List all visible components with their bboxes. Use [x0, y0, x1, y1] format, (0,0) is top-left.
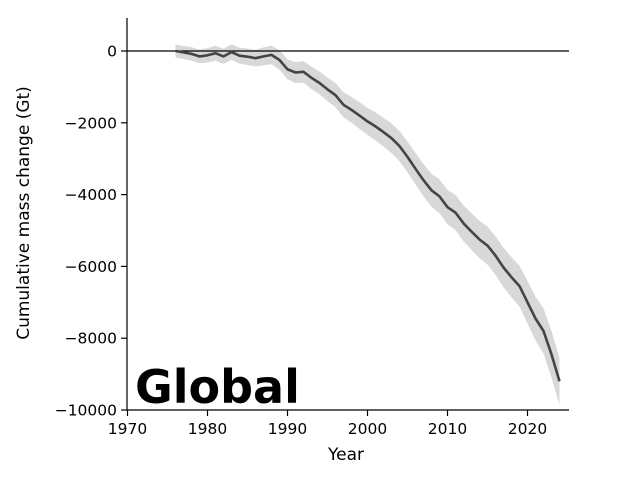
y-tick-label: −8000: [65, 330, 117, 348]
y-axis-label: Cumulative mass change (Gt): [14, 86, 34, 340]
y-tick-label: −10000: [55, 402, 117, 420]
x-tick-label: 2010: [428, 420, 467, 438]
y-tick-label: −2000: [65, 114, 117, 132]
x-tick-label: 2020: [508, 420, 547, 438]
y-tick-label: −4000: [65, 186, 117, 204]
region-label: Global: [135, 360, 300, 414]
x-tick-label: 2000: [348, 420, 387, 438]
x-tick-label: 1980: [188, 420, 227, 438]
x-tick-label: 1990: [268, 420, 307, 438]
y-tick-label: −6000: [65, 258, 117, 276]
y-tick-label: 0: [107, 43, 117, 61]
y-axis-ticks: 0 −2000 −4000 −6000 −8000 −10000: [55, 43, 127, 420]
cumulative-mass-change-line: [175, 49, 561, 382]
x-axis-label: Year: [327, 445, 364, 465]
uncertainty-band: [175, 44, 560, 405]
x-tick-label: 1970: [108, 420, 147, 438]
x-axis-ticks: 1970 1980 1990 2000 2010 2020: [108, 410, 547, 438]
